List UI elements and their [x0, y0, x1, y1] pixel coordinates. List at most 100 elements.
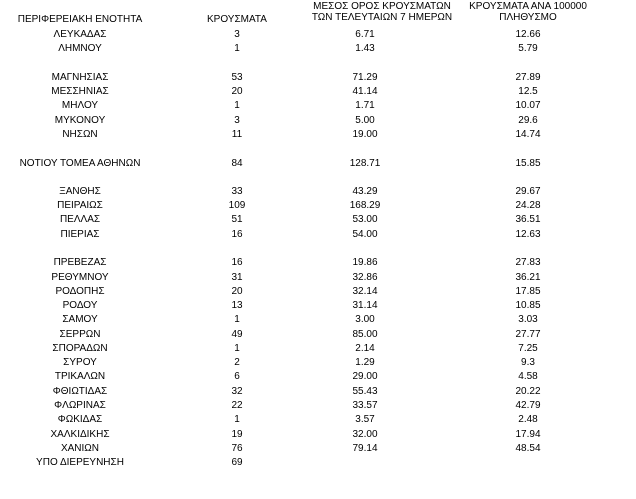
table-row: ΛΕΥΚΑΔΑΣ 3 6.71 12.66: [0, 28, 636, 42]
cell-cases: 16: [231, 229, 243, 240]
cell-region: ΜΕΣΣΗΝΙΑΣ: [51, 86, 109, 97]
cell-seven-day-average: 43.29: [352, 186, 378, 197]
table-row: ΝΟΤΙΟΥ ΤΟΜΕΑ ΑΘΗΝΩΝ 84 128.71 15.85: [0, 157, 636, 171]
cell-cases: 6: [234, 371, 240, 382]
cell-region: ΡΕΘΥΜΝΟΥ: [51, 272, 109, 283]
cell-seven-day-average: 31.14: [352, 300, 378, 311]
cell-seven-day-average: 3.00: [355, 314, 375, 325]
cell-cases: 31: [231, 272, 243, 283]
cell-cases: 13: [231, 300, 243, 311]
cell-cases-per-population: 29.6: [518, 115, 538, 126]
cell-seven-day-average: 1.71: [355, 100, 375, 111]
table-row: ΡΟΔΟΠΗΣ 20 32.14 17.85: [0, 285, 636, 299]
cell-cases: 1: [234, 314, 240, 325]
cell-cases: 33: [231, 186, 243, 197]
table-row: ΜΗΛΟΥ 1 1.71 10.07: [0, 99, 636, 113]
cell-seven-day-average: 85.00: [352, 329, 378, 340]
cell-cases: 109: [228, 200, 246, 211]
cell-region: ΦΛΩΡΙΝΑΣ: [54, 400, 106, 411]
table-row: ΞΑΝΘΗΣ 33 43.29 29.67: [0, 185, 636, 199]
cell-cases: 76: [231, 443, 243, 454]
cell-cases-per-population: 17.94: [515, 429, 541, 440]
cell-seven-day-average: 19.00: [352, 129, 378, 140]
cell-seven-day-average: 55.43: [352, 386, 378, 397]
table-row: ΡΟΔΟΥ 13 31.14 10.85: [0, 299, 636, 313]
cell-seven-day-average: 3.57: [355, 414, 375, 425]
table-row: ΣΠΟΡΑΔΩΝ 1 2.14 7.25: [0, 342, 636, 356]
cell-region: ΣΕΡΡΩΝ: [59, 329, 101, 340]
cell-region: ΥΠΟ ΔΙΕΡΕΥΝΗΣΗ: [36, 457, 124, 468]
cell-cases-per-population: 12.5: [518, 86, 538, 97]
cell-region: ΝΗΣΩΝ: [62, 129, 98, 140]
table-header: ΠΕΡΙΦΕΡΕΙΑΚΗ ΕΝΟΤΗΤΑ ΚΡΟΥΣΜΑΤΑ ΜΕΣΟΣ ΟΡΟ…: [0, 0, 636, 30]
cell-cases: 32: [231, 386, 243, 397]
table-row: ΣΕΡΡΩΝ 49 85.00 27.77: [0, 328, 636, 342]
table-row: ΦΩΚΙΔΑΣ 1 3.57 2.48: [0, 413, 636, 427]
cell-cases: 69: [231, 457, 243, 468]
table-row: ΥΠΟ ΔΙΕΡΕΥΝΗΣΗ 69: [0, 456, 636, 470]
cell-region: ΦΘΙΩΤΙΔΑΣ: [52, 386, 108, 397]
table-row: ΜΥΚΟΝΟΥ 3 5.00 29.6: [0, 114, 636, 128]
cell-region: ΣΥΡΟΥ: [63, 357, 97, 368]
cell-cases: 53: [231, 72, 243, 83]
cell-cases-per-population: 3.03: [518, 314, 538, 325]
cell-cases-per-population: 24.28: [515, 200, 541, 211]
header-seven-day-average-line-2: ΤΩΝ ΤΕΛΕΥΤΑΙΩΝ 7 ΗΜΕΡΩΝ: [311, 12, 453, 23]
cell-cases: 1: [234, 43, 240, 54]
table-row: ΠΡΕΒΕΖΑΣ 16 19.86 27.83: [0, 256, 636, 270]
cell-cases-per-population: 48.54: [515, 443, 541, 454]
cell-seven-day-average: 71.29: [352, 72, 378, 83]
cell-cases: 49: [231, 329, 243, 340]
cell-region: ΛΗΜΝΟΥ: [58, 43, 102, 54]
header-cases-per-population: ΚΡΟΥΣΜΑΤΑ ΑΝΑ 100000 ΠΛΗΘΥΣΜΟ: [468, 1, 588, 23]
cell-cases: 84: [231, 158, 243, 169]
cell-seven-day-average: 54.00: [352, 229, 378, 240]
cell-region: ΜΗΛΟΥ: [61, 100, 99, 111]
cell-seven-day-average: 29.00: [352, 371, 378, 382]
cell-seven-day-average: 32.00: [352, 429, 378, 440]
cell-cases-per-population: 29.67: [515, 186, 541, 197]
cell-cases: 3: [234, 115, 240, 126]
cell-seven-day-average: 19.86: [352, 257, 378, 268]
cell-cases: 19: [231, 429, 243, 440]
cell-region: ΠΙΕΡΙΑΣ: [60, 229, 100, 240]
cell-region: ΣΑΜΟΥ: [62, 314, 98, 325]
cell-region: ΤΡΙΚΑΛΩΝ: [54, 371, 106, 382]
cell-region: ΜΥΚΟΝΟΥ: [54, 115, 106, 126]
header-seven-day-average: ΜΕΣΟΣ ΟΡΟΣ ΚΡΟΥΣΜΑΤΩΝ ΤΩΝ ΤΕΛΕΥΤΑΙΩΝ 7 Η…: [292, 1, 472, 23]
cell-cases-per-population: 7.25: [518, 343, 538, 354]
cell-seven-day-average: 41.14: [352, 86, 378, 97]
cell-cases-per-population: 42.79: [515, 400, 541, 411]
cell-cases-per-population: 2.48: [518, 414, 538, 425]
table-row: ΣΥΡΟΥ 2 1.29 9.3: [0, 356, 636, 370]
cell-region: ΠΕΛΛΑΣ: [59, 214, 101, 225]
cell-cases-per-population: 36.51: [515, 214, 541, 225]
table-row: ΧΑΝΙΩΝ 76 79.14 48.54: [0, 442, 636, 456]
cell-region: ΡΟΔΟΠΗΣ: [55, 286, 105, 297]
cell-cases-per-population: 4.58: [518, 371, 538, 382]
cell-cases-per-population: 10.85: [515, 300, 541, 311]
cell-cases-per-population: 27.77: [515, 329, 541, 340]
table-row: ΧΑΛΚΙΔΙΚΗΣ 19 32.00 17.94: [0, 428, 636, 442]
cell-region: ΣΠΟΡΑΔΩΝ: [52, 343, 108, 354]
table-row: ΦΛΩΡΙΝΑΣ 22 33.57 42.79: [0, 399, 636, 413]
table-row: ΠΕΛΛΑΣ 51 53.00 36.51: [0, 213, 636, 227]
cell-region: ΡΟΔΟΥ: [62, 300, 98, 311]
table-row: ΡΕΘΥΜΝΟΥ 31 32.86 36.21: [0, 271, 636, 285]
cell-cases-per-population: 14.74: [515, 129, 541, 140]
header-cases-per-population-line-2: ΠΛΗΘΥΣΜΟ: [499, 12, 557, 23]
header-seven-day-average-line-1: ΜΕΣΟΣ ΟΡΟΣ ΚΡΟΥΣΜΑΤΩΝ: [313, 1, 451, 12]
cell-seven-day-average: 33.57: [352, 400, 378, 411]
header-cases: ΚΡΟΥΣΜΑΤΑ: [207, 14, 267, 25]
table-row: ΦΘΙΩΤΙΔΑΣ 32 55.43 20.22: [0, 385, 636, 399]
cell-seven-day-average: 1.29: [355, 357, 375, 368]
cell-cases: 20: [231, 286, 243, 297]
cell-cases: 1: [234, 414, 240, 425]
table-row: ΜΕΣΣΗΝΙΑΣ 20 41.14 12.5: [0, 85, 636, 99]
cell-region: ΝΟΤΙΟΥ ΤΟΜΕΑ ΑΘΗΝΩΝ: [19, 158, 141, 169]
cell-region: ΞΑΝΘΗΣ: [59, 186, 101, 197]
cell-seven-day-average: 79.14: [352, 443, 378, 454]
cell-seven-day-average: 32.86: [352, 272, 378, 283]
cell-seven-day-average: 5.00: [355, 115, 375, 126]
